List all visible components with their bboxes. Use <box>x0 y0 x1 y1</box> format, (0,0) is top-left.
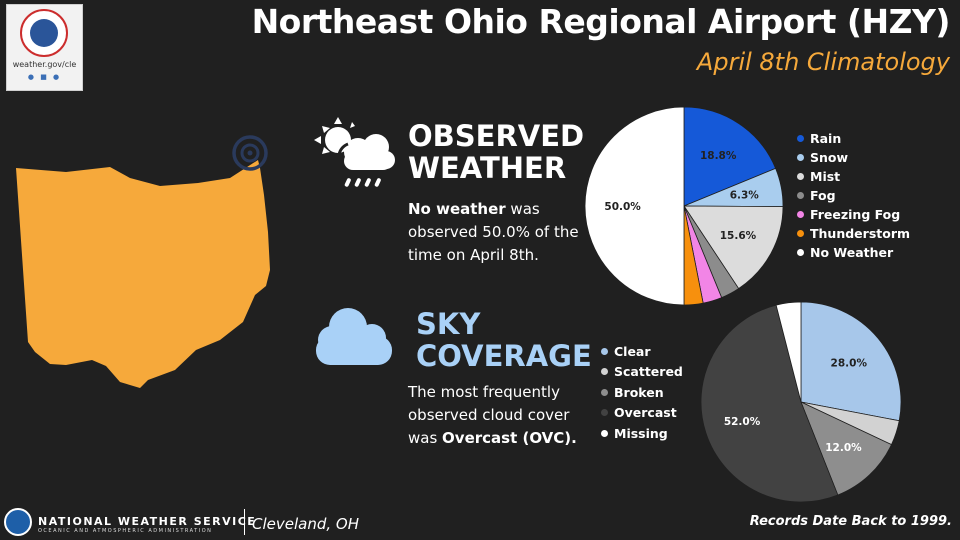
pie-label-broken: 12.0% <box>825 442 862 454</box>
legend-item-mist: Mist <box>797 167 910 186</box>
legend-swatch <box>601 388 608 396</box>
pie-label-no-weather: 50.0% <box>604 201 641 213</box>
logo-url[interactable]: weather.gov/cle <box>12 60 77 69</box>
pie-label-snow: 6.3% <box>730 189 760 201</box>
legend-label: Fog <box>810 188 836 203</box>
legend-item-rain: Rain <box>797 129 910 148</box>
legend-label: Missing <box>614 425 668 441</box>
legend-swatch <box>797 135 804 142</box>
office-name: Cleveland, OH <box>252 515 359 533</box>
legend-label: Snow <box>810 150 849 165</box>
legend-swatch <box>797 249 804 256</box>
sky-description: The most frequently observed cloud cover… <box>408 381 598 450</box>
pie-label-overcast: 52.0% <box>724 416 761 428</box>
pie-label-clear: 28.0% <box>831 357 868 369</box>
observed-description: No weather was observed 50.0% of the tim… <box>408 198 588 267</box>
pie-slice-fog <box>683 205 740 299</box>
legend-swatch <box>797 211 804 218</box>
sky-title-line1: SKY <box>416 307 481 341</box>
nws-logo: weather.gov/cle ● ■ ● <box>6 4 83 91</box>
legend-item-broken: Broken <box>601 382 683 403</box>
legend-swatch <box>601 368 608 376</box>
pie-slice-mist <box>683 205 784 290</box>
pie-label-mist: 15.6% <box>720 230 757 242</box>
legend-item-missing: Missing <box>601 423 683 444</box>
page-subtitle: April 8th Climatology <box>696 48 950 76</box>
pie-slice-scattered <box>800 401 900 446</box>
pie-slice-snow <box>683 167 784 208</box>
observed-weather-title: OBSERVED WEATHER <box>408 120 584 184</box>
pie-slice-no-weather <box>584 106 685 306</box>
legend-swatch <box>797 154 804 161</box>
records-note: Records Date Back to 1999. <box>749 514 952 529</box>
legend-label: Rain <box>810 131 842 146</box>
pie-slice-missing <box>775 301 802 403</box>
legend-label: Freezing Fog <box>810 207 901 222</box>
sky-coverage-title: SKY COVERAGE <box>416 308 592 372</box>
observed-desc-bold: No weather <box>408 200 506 218</box>
sky-coverage-legend: Clear Scattered Broken Overcast Missing <box>601 341 683 444</box>
legend-item-freezing-fog: Freezing Fog <box>797 205 910 224</box>
legend-swatch <box>601 429 608 437</box>
pie-slice-freezing-fog <box>683 205 723 304</box>
legend-item-clear: Clear <box>601 341 683 362</box>
nws-name: NATIONAL WEATHER SERVICE <box>38 515 257 528</box>
pie-slice-broken <box>800 401 893 496</box>
social-icons[interactable]: ● ■ ● <box>27 73 62 81</box>
pie-slice-clear <box>800 301 902 422</box>
legend-item-scattered: Scattered <box>601 362 683 383</box>
legend-label: Overcast <box>614 405 677 421</box>
legend-label: Clear <box>614 343 651 359</box>
legend-swatch <box>601 409 608 417</box>
legend-item-snow: Snow <box>797 148 910 167</box>
legend-item-thunderstorm: Thunderstorm <box>797 224 910 243</box>
nws-subtitle: OCEANIC AND ATMOSPHERIC ADMINISTRATION <box>38 528 213 534</box>
pie-label-rain: 18.8% <box>700 150 737 162</box>
legend-swatch <box>797 173 804 180</box>
page-title: Northeast Ohio Regional Airport (HZY) <box>251 2 951 41</box>
legend-label: Thunderstorm <box>810 226 911 241</box>
footer-divider <box>244 509 245 535</box>
legend-swatch <box>797 192 804 199</box>
legend-label: Broken <box>614 384 664 400</box>
pie-slice-rain <box>683 106 777 207</box>
sky-desc-bold: Overcast (OVC). <box>442 429 577 447</box>
sky-title-line2: COVERAGE <box>416 339 592 373</box>
legend-label: Scattered <box>614 364 683 380</box>
legend-item-overcast: Overcast <box>601 403 683 424</box>
pie-slice-overcast <box>700 304 839 503</box>
legend-swatch <box>601 347 608 355</box>
legend-label: No Weather <box>810 245 894 260</box>
legend-swatch <box>797 230 804 237</box>
sky-desc-pre: The most frequently observed cloud cover… <box>408 383 570 447</box>
observed-title-line1: OBSERVED <box>408 119 585 153</box>
noaa-logo-icon <box>4 508 32 536</box>
legend-item-no-weather: No Weather <box>797 243 910 262</box>
legend-item-fog: Fog <box>797 186 910 205</box>
pie-slice-thunderstorm <box>683 205 704 306</box>
legend-label: Mist <box>810 169 841 184</box>
observed-title-line2: WEATHER <box>408 151 567 185</box>
observed-desc-rest: was observed 50.0% of the time on April … <box>408 200 579 264</box>
nws-seal-icon <box>20 9 68 57</box>
observed-weather-legend: Rain Snow Mist Fog Freezing Fog Thunderstorm N… <box>797 129 910 262</box>
